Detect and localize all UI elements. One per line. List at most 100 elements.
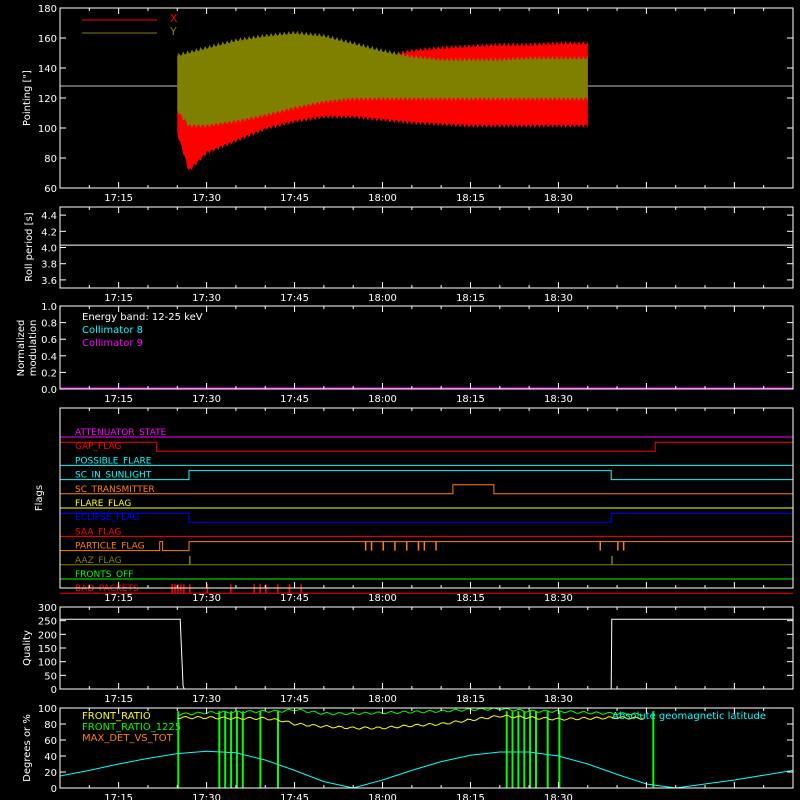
flag-spike [417,541,420,551]
x-tick-label: 17:45 [280,293,309,304]
flag-spike [288,584,291,594]
x-tick-label: 18:00 [368,793,397,800]
absolute-geomagnetic-latitude-line [59,750,794,789]
x-tick-label: 17:45 [280,193,309,204]
roll-period-panel: 17:15 17:30 17:45 18:00 18:15 18:30 3.6 3.8 4.0 4… [24,206,794,304]
quality-ylabel: Quality [22,630,33,666]
y-tick-label: 80 [44,154,57,165]
modulation-ylabel-line2: modulation [28,320,39,377]
y-tick-label: 60 [44,736,57,747]
flag-label: FRONTS_OFF [75,570,133,580]
y-tick-label: 4.4 [41,211,57,222]
x-tick-label: 17:45 [280,394,309,405]
flag-spike [206,584,209,594]
x-tick-label: 17:15 [104,694,133,705]
x-tick-label: 17:15 [104,193,133,204]
x-tick-label: 18:00 [368,694,397,705]
flag-spike [599,541,601,551]
flag-line [60,541,793,552]
legend-x-label: X [170,12,178,25]
y-tick-label: 4.0 [41,244,57,255]
roll-period-ylabel: Roll period [s] [24,212,35,281]
y-tick-label: 300 [38,603,57,614]
front-ratio-1225-line [177,714,644,730]
front-ratio-dropout [535,711,537,788]
flag-label: GAP_FLAG [75,442,121,452]
y-tick-label: 80 [44,720,57,731]
geomagnetic-latitude-label: Absolute geomagnetic latitude [612,711,766,722]
x-tick-label: 17:45 [280,793,309,800]
x-tick-label: 18:15 [456,293,485,304]
collimator-9-annotation: Collimator 9 [82,338,143,349]
y-tick-label: 50 [44,671,57,682]
y-tick-label: 0 [51,685,57,696]
front-ratio-dropout [218,711,221,788]
front-ratio-dropout [277,711,279,788]
x-tick-label: 18:15 [456,193,485,204]
front-ratio-dropout [517,711,520,788]
flag-line [60,441,793,452]
front-ratio-dropout [652,711,655,788]
x-tick-label: 18:30 [544,694,573,705]
collimator-8-annotation: Collimator 8 [82,325,143,336]
flag-spike [435,541,437,551]
y-tick-label: 250 [38,617,57,628]
flag-spike [253,584,255,594]
x-tick-label: 17:45 [280,593,309,604]
y-tick-label: 40 [44,752,57,763]
flag-spike [171,584,173,594]
pointing-legend: X Y [82,12,178,38]
flag-spike [265,584,267,594]
front-ratio-dropout [241,711,244,788]
flag-line [60,484,793,495]
x-tick-label: 18:30 [544,593,573,604]
front-ratio-dropout [546,711,549,788]
x-tick-label: 18:00 [368,293,397,304]
x-tick-label: 17:45 [280,694,309,705]
y-tick-label: 160 [38,34,57,45]
x-tick-label: 18:00 [368,193,397,204]
flag-spike [622,541,625,551]
flag-spike [364,541,367,551]
legend-front-ratio-1225: FRONT_RATIO_1225 [82,722,181,733]
flag-spike [189,584,191,594]
y-tick-label: 200 [38,630,57,641]
front-ratio-dropout [529,711,532,788]
flag-spike [370,541,373,551]
flags-panel: ATTENUATOR_STATE GAP_FLAG POSSIBLE_FLARE SC… [34,407,794,604]
front-ratio-line [177,707,644,716]
x-tick-label: 18:15 [456,394,485,405]
flag-spike [394,541,396,551]
y-tick-label: 1.0 [41,302,57,313]
flag-spike [406,541,408,551]
flag-label: ATTENUATOR_STATE [75,428,167,438]
x-tick-label: 17:30 [192,293,221,304]
flag-label: SAA_FLAG [75,527,121,537]
y-tick-label: 100 [38,658,57,669]
flag-spike [230,584,232,594]
legend-max-det-vs-tot: MAX_DET_VS_TOT [82,733,174,744]
flag-label: PARTICLE_FLAG [75,542,145,552]
x-tick-label: 17:30 [192,793,221,800]
flag-line [60,512,793,523]
flag-spike [382,541,384,551]
pointing-panel: 17:15 17:30 17:45 18:00 18:15 18:30 60 80 100 120… [22,4,794,204]
x-tick-label: 18:15 [456,593,485,604]
flag-label: SC_TRANSMITTER [75,485,155,495]
y-tick-label: 180 [38,4,57,15]
front-ratio-dropout [224,711,227,788]
x-tick-label: 17:30 [192,593,221,604]
y-tick-label: 0.8 [41,319,57,330]
y-tick-label: 4.2 [41,227,57,238]
energy-band-annotation: Energy band: 12-25 keV [82,312,203,323]
flag-label: FLARE_FLAG [75,499,131,509]
pointing-band-y [177,30,588,129]
flag-spike [617,541,619,551]
flag-label: BAD_PACKETS [75,584,139,594]
y-tick-label: 0.0 [41,385,57,396]
flag-spike [277,584,279,594]
y-tick-label: 100 [38,704,57,715]
x-tick-label: 17:30 [192,694,221,705]
y-tick-label: 150 [38,644,57,655]
